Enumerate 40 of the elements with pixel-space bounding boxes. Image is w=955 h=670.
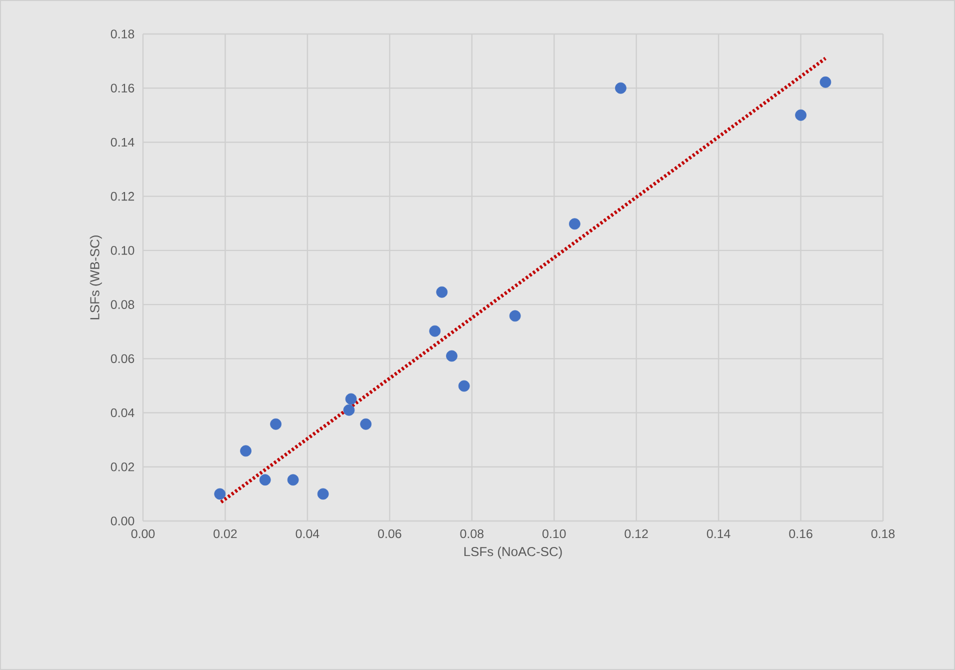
x-axis-title: LSFs (NoAC-SC) (464, 546, 562, 559)
point (259, 474, 271, 486)
y-tick-label: 0.04 (110, 408, 134, 418)
x-tick-label: 0.06 (378, 529, 402, 538)
point (820, 76, 832, 88)
y-tick-label: 0.08 (110, 300, 134, 309)
x-tick-label: 0.04 (296, 529, 320, 538)
x-tick-label: 0.16 (789, 529, 812, 538)
y-tick-label: 0.02 (110, 462, 134, 472)
point (615, 82, 626, 94)
point (436, 286, 448, 298)
point (509, 310, 521, 322)
point (240, 445, 252, 457)
y-tick-label: 0.14 (110, 138, 134, 147)
point (360, 418, 372, 430)
point (458, 380, 470, 392)
point (270, 418, 282, 430)
y-axis-title: LSFs (WB-SC) (90, 235, 102, 320)
x-tick-label: 0.02 (214, 529, 237, 538)
x-tick-label: 0.10 (542, 529, 566, 538)
y-tick-label: 0.10 (110, 246, 134, 255)
y-tick-label: 0.12 (110, 192, 134, 201)
point (287, 474, 299, 486)
x-tick-label: 0.14 (706, 529, 730, 538)
point (446, 350, 458, 362)
x-tick-label: 0.18 (871, 529, 895, 538)
y-tick-label: 0.06 (110, 354, 134, 364)
point (317, 488, 329, 500)
point (345, 393, 357, 405)
point (343, 404, 355, 416)
x-tick-label: 0.00 (131, 529, 155, 538)
y-tick-label: 0.18 (110, 30, 134, 38)
x-tick-label: 0.12 (624, 529, 648, 538)
point (795, 109, 806, 121)
x-tick-label: 0.08 (460, 529, 484, 538)
y-tick-label: 0.16 (110, 84, 134, 93)
point (568, 218, 580, 230)
y-tick-label: 0.00 (110, 516, 134, 526)
point (429, 325, 441, 337)
point (214, 488, 226, 500)
